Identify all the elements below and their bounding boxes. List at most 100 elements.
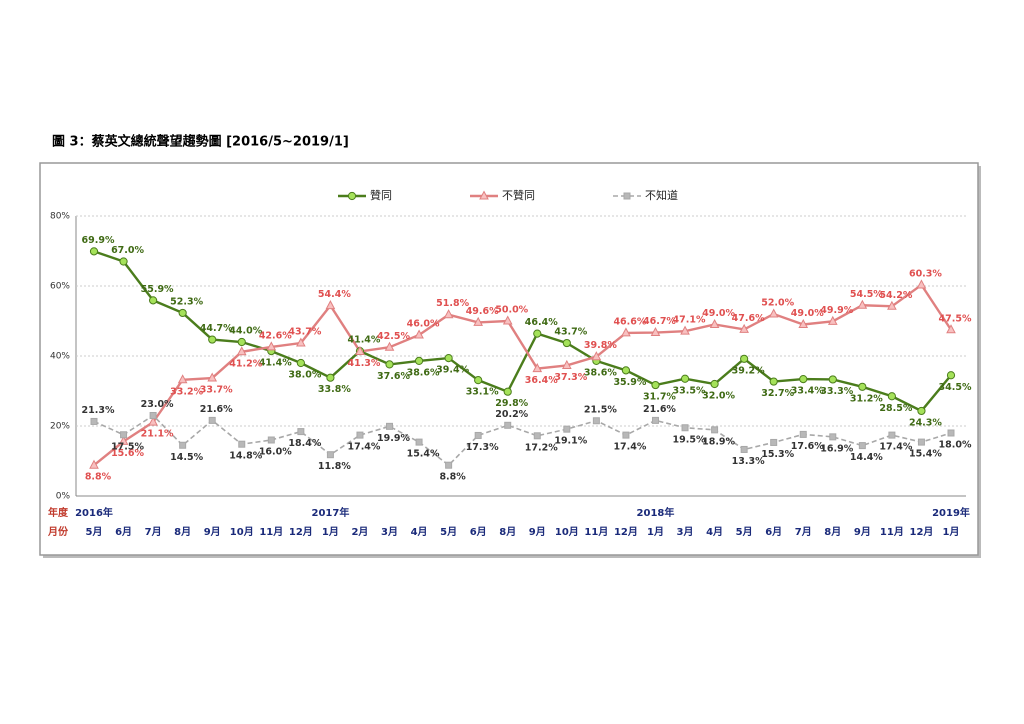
value-label: 21.6%	[643, 404, 676, 415]
data-point	[857, 299, 868, 309]
data-point	[120, 431, 128, 439]
data-point	[651, 380, 660, 390]
value-label: 46.0%	[407, 319, 440, 330]
data-point	[680, 374, 690, 383]
value-label: 21.6%	[200, 404, 233, 415]
year-label: 2016年	[75, 506, 113, 519]
value-label: 41.4%	[259, 358, 292, 369]
x-tick-label: 8月	[824, 526, 841, 538]
value-label: 21.3%	[82, 405, 115, 416]
data-point	[681, 424, 689, 432]
value-label: 8.8%	[85, 472, 112, 483]
data-point	[592, 417, 600, 425]
data-point	[444, 354, 453, 363]
data-point	[208, 416, 216, 424]
value-label: 29.8%	[495, 398, 528, 409]
data-point	[827, 315, 838, 325]
value-label: 51.8%	[436, 298, 469, 309]
data-point	[740, 354, 749, 363]
x-tick-label: 8月	[499, 526, 516, 538]
x-tick-label: 6月	[470, 526, 487, 538]
data-point	[533, 329, 542, 338]
value-label: 33.7%	[200, 385, 233, 396]
value-label: 46.7%	[643, 316, 676, 327]
x-tick-label: 1月	[322, 526, 339, 538]
chart-frame	[39, 162, 979, 556]
data-point	[916, 279, 927, 289]
value-label: 33.8%	[318, 384, 351, 395]
value-label: 33.2%	[170, 386, 203, 397]
value-label: 44.0%	[229, 326, 262, 337]
value-label: 18.0%	[939, 440, 972, 451]
data-point	[768, 308, 779, 318]
x-tick-label: 11月	[584, 526, 608, 538]
data-point	[386, 422, 394, 430]
data-point	[266, 341, 277, 351]
data-point	[296, 337, 306, 347]
data-point	[267, 436, 275, 444]
value-label: 33.5%	[673, 385, 706, 396]
data-point	[946, 371, 956, 380]
data-point	[621, 366, 631, 375]
value-label: 54.2%	[879, 290, 912, 301]
data-point	[828, 375, 837, 384]
x-tick-label: 8月	[174, 526, 191, 538]
data-point	[207, 372, 218, 382]
data-point	[326, 451, 334, 459]
data-point	[237, 337, 246, 347]
data-point	[769, 377, 778, 386]
data-point	[888, 431, 896, 439]
value-label: 42.6%	[259, 330, 292, 341]
value-label: 50.0%	[495, 305, 528, 316]
data-point	[355, 345, 365, 355]
value-label: 54.4%	[318, 289, 351, 300]
value-label: 28.5%	[879, 403, 912, 414]
data-point	[414, 329, 424, 339]
data-point	[770, 438, 778, 446]
value-label: 43.7%	[554, 327, 587, 338]
value-label: 19.1%	[554, 436, 587, 447]
data-point	[384, 341, 395, 351]
data-point	[149, 412, 157, 419]
x-tick-label: 4月	[411, 526, 428, 538]
value-label: 17.3%	[466, 442, 499, 453]
value-label: 43.7%	[288, 327, 321, 338]
data-point	[385, 360, 394, 369]
value-label: 49.0%	[702, 308, 735, 319]
value-label: 14.5%	[170, 452, 203, 463]
data-point	[740, 445, 748, 453]
x-tick-label: 12月	[289, 526, 313, 538]
value-label: 17.4%	[879, 442, 912, 453]
value-label: 21.1%	[141, 429, 174, 440]
value-label: 17.2%	[525, 442, 558, 453]
x-tick-label: 12月	[909, 526, 933, 538]
data-point	[208, 335, 217, 344]
y-tick-label: 60%	[50, 282, 70, 292]
value-label: 18.9%	[702, 436, 735, 447]
data-point	[711, 426, 719, 434]
data-point	[119, 257, 128, 266]
x-tick-label: 6月	[115, 526, 132, 538]
data-point	[591, 351, 602, 361]
value-label: 18.4%	[288, 438, 321, 449]
value-label: 37.6%	[377, 371, 410, 382]
x-tick-label: 9月	[854, 526, 871, 538]
value-label: 42.5%	[377, 331, 410, 342]
value-label: 41.4%	[347, 335, 380, 346]
value-label: 34.5%	[939, 382, 972, 393]
data-point	[118, 435, 129, 445]
data-point	[947, 429, 955, 437]
data-point	[917, 406, 926, 416]
value-label: 52.0%	[761, 298, 794, 309]
data-point	[503, 387, 512, 396]
x-tick-label: 9月	[204, 526, 221, 538]
data-point	[917, 438, 925, 446]
data-point	[326, 373, 335, 382]
value-label: 31.2%	[850, 393, 883, 404]
value-label: 17.6%	[791, 441, 824, 452]
value-label: 32.0%	[702, 391, 735, 402]
value-label: 15.4%	[909, 449, 942, 460]
x-tick-label: 5月	[736, 526, 753, 538]
data-point	[650, 326, 661, 337]
data-point	[236, 346, 247, 356]
